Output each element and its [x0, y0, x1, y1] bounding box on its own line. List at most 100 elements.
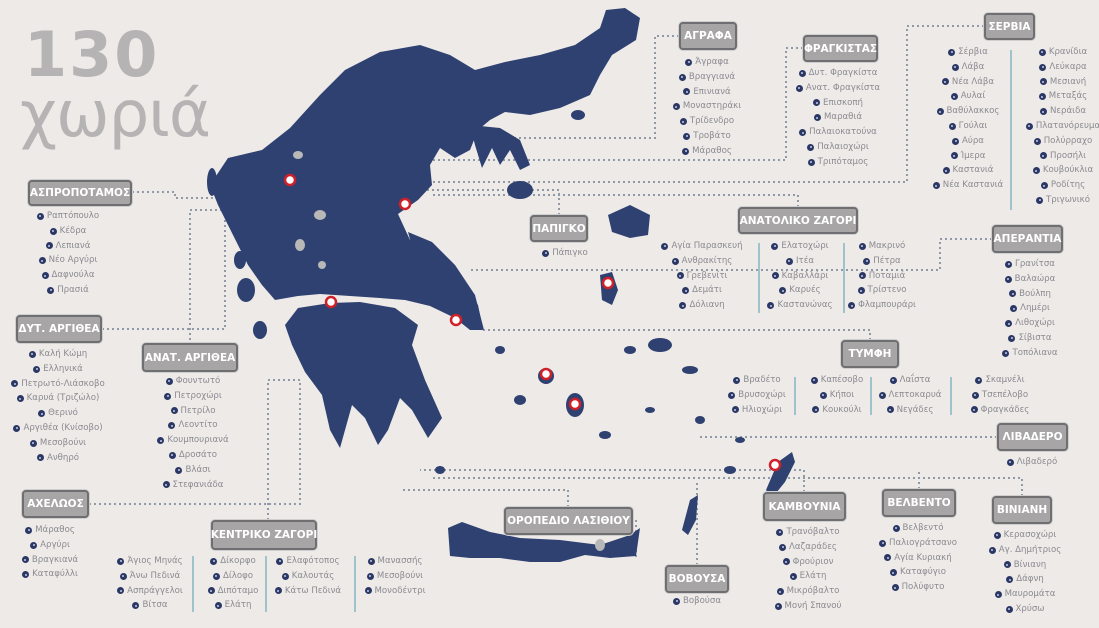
village-item: Μάραθος [25, 523, 75, 538]
bullet-icon [38, 410, 46, 418]
village-item: Λιθοχώρι [1005, 316, 1055, 331]
village-name: Ανατ. Φραγκίστα [805, 82, 881, 93]
village-item: Αγ. Δημήτριος [988, 543, 1061, 558]
village-name: Μεταξάς [1048, 91, 1088, 102]
village-item: Καταφύγιο [889, 565, 946, 580]
village-list: Δυτ. Φραγκίστα Ανατ. Φραγκίστα Επισκοπή Μαρ… [778, 66, 898, 170]
village-name: Βραδέτο [743, 375, 781, 385]
village-item: Λημέρι [1010, 301, 1050, 316]
village-list: Κρανίδια Λεύκαρα Μεσιανή Μεταξάς Νεράιδα Πλατ… [1003, 45, 1099, 208]
bullet-icon [16, 395, 24, 403]
bullet-icon [993, 531, 1001, 539]
village-name: Ηλιοχώρι [741, 404, 783, 415]
village-name: Πάπιγκο [552, 248, 588, 258]
village-name: Μανασσής [377, 556, 423, 566]
village-item: Τρανόβαλτο [776, 525, 840, 540]
bullet-icon [207, 587, 215, 595]
location-markers [283, 173, 782, 472]
village-name: Δίλοφο [222, 570, 254, 581]
village-name: Προσήλι [1049, 150, 1087, 161]
village-item: Μακρινό [858, 239, 905, 254]
village-item: Νεράιδα [1039, 104, 1086, 119]
village-name: Βίνιανη [1013, 559, 1047, 570]
region-label: ΦΡΑΓΚΙΣΤΑΣ [803, 35, 878, 62]
village-item: Τρίδενδρο [679, 114, 735, 129]
village-item: Μοναστηράκι [672, 99, 741, 114]
bullet-icon [117, 557, 125, 565]
village-item: Πάπιγκο [542, 246, 588, 261]
village-name: Κρανίδια [1048, 47, 1088, 57]
village-item: Διπόταμο [207, 584, 258, 599]
village-item: Πρασιά [47, 283, 89, 298]
bullet-icon [779, 287, 787, 295]
bullet-icon [879, 539, 887, 547]
bullet-icon [789, 573, 797, 581]
column-divider [1010, 50, 1012, 210]
village-item: Γούλαι [948, 119, 987, 134]
bullet-icon [932, 182, 940, 190]
bullet-icon [858, 272, 866, 280]
column-divider [794, 377, 796, 415]
village-name: Παλαιοχώρι [817, 141, 869, 152]
bullet-icon [891, 584, 899, 592]
village-item: Αυλαί [950, 89, 985, 104]
village-name: Σίβιστα [1018, 332, 1052, 343]
title-number: 130 [24, 18, 160, 91]
bullet-icon [889, 376, 897, 384]
village-name: Μονοδέντρι [374, 585, 426, 596]
village-item: Βοβούσα [673, 594, 721, 609]
village-name: Ραπτόπουλο [46, 211, 100, 221]
village-name: Καπέσοβο [820, 375, 864, 385]
village-list: Άγιος Μηνάς Άνω Πεδινά Ασπράγγελοι Βίτσα [90, 554, 210, 613]
village-item: Παλιογράτσανο [879, 536, 957, 551]
bullet-icon [733, 376, 741, 384]
region-label: ΑΣΠΡΟΠΟΤΑΜΟΣ [28, 180, 132, 206]
village-item: Πετρίλο [170, 404, 216, 419]
village-list: Ραπτόπουλο Κέδρα Λεπιανά Νέο Αργύρι Δαφνούλα… [8, 209, 128, 298]
village-name: Αργύρι [40, 539, 70, 550]
village-list: Δίκορφο Δίλοφο Διπόταμο Ελάτη [173, 554, 293, 613]
village-item: Βελβεντό [892, 521, 944, 536]
bullet-icon [892, 524, 900, 532]
village-item: Τοπόλιανα [1002, 346, 1058, 361]
village-item: Μικρόβαλτο [776, 584, 839, 599]
village-list: Λιβαδερό [972, 455, 1092, 470]
village-item: Καστανιά [942, 163, 994, 178]
village-name: Λεπιανά [55, 240, 91, 251]
bullet-icon [685, 58, 693, 66]
village-regions [293, 151, 605, 551]
village-list: Βελβεντό Παλιογράτσανο Αγία Κυριακή Καταφύγ… [858, 521, 978, 595]
bullet-icon [661, 242, 669, 250]
bullet-icon [975, 376, 983, 384]
bullet-icon [1010, 305, 1018, 313]
bullet-icon [47, 286, 55, 294]
bullet-icon [813, 114, 821, 122]
village-name: Καλή Κώμη [38, 349, 88, 359]
village-item: Ελάτη [214, 598, 251, 613]
bullet-icon [678, 73, 686, 81]
bullet-icon [771, 242, 779, 250]
bullet-icon [776, 528, 784, 536]
village-item: Βλάσι [175, 463, 211, 478]
village-item: Βρυσοχώρι [728, 388, 786, 403]
village-item: Αργύρι [30, 538, 70, 553]
bullet-icon [28, 350, 36, 358]
bullet-icon [679, 302, 687, 310]
village-item: Μεταξάς [1038, 89, 1088, 104]
village-name: Καστανιά [952, 165, 994, 176]
village-item: Λεύκαρα [1039, 60, 1087, 75]
village-item: Κρανίδια [1038, 45, 1088, 60]
village-name: Τρίδενδρο [689, 116, 735, 127]
bullet-icon [679, 118, 687, 126]
connector-lines [89, 25, 1023, 565]
village-item: Βίνιανη [1003, 558, 1047, 573]
village-name: Επισκοπή [823, 97, 863, 108]
village-name: Δάφνη [1016, 574, 1044, 585]
village-list: Βοβούσα [637, 594, 757, 609]
column-divider [354, 556, 356, 612]
village-item: Μανασσής [367, 554, 423, 569]
village-name: Καταφύλλι [32, 569, 78, 580]
village-item: Λιβαδερό [1006, 455, 1057, 470]
village-item: Χρύσω [1005, 602, 1044, 617]
bullet-icon [1002, 349, 1010, 357]
